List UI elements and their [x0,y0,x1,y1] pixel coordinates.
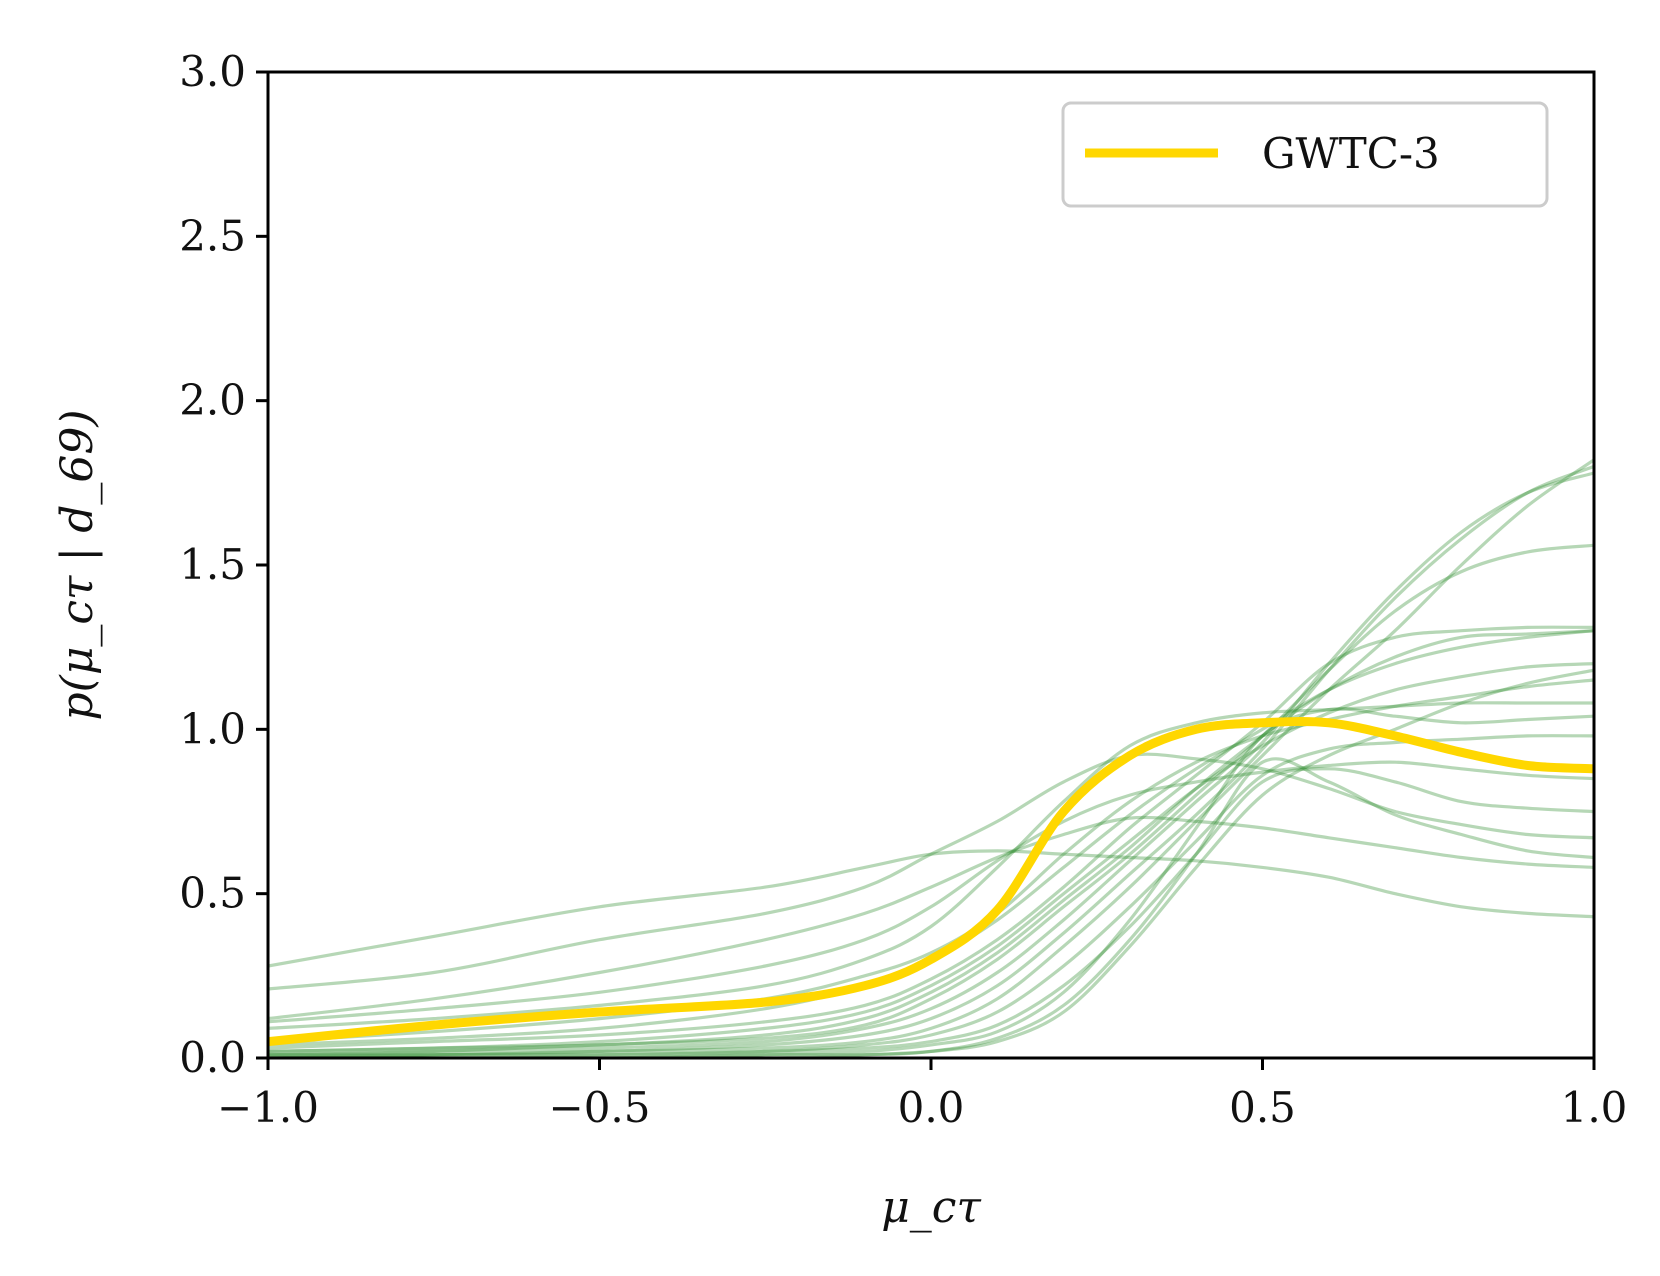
series-line-draw-6 [268,678,1594,1044]
series-line-draw-13 [268,464,1594,1057]
legend-label-gwtc3: GWTC-3 [1262,129,1440,178]
x-tick-label: 1.0 [1561,1083,1628,1132]
series-line-draw-7 [268,629,1594,1047]
series-line-draw-10 [268,629,1594,1053]
y-tick-label: 3.0 [179,47,246,96]
y-tick-label: 0.5 [179,869,246,918]
y-tick-label: 1.0 [179,704,246,753]
ticks-layer: −1.0 −0.5 0.0 0.5 1.0 0.0 0.5 1.0 1.5 2.0 2.5 3.0 [179,47,1627,1132]
series-line-draw-8 [268,625,1594,1050]
legend-box [1061,101,1549,208]
y-axis-label: p(μ_cτ | d_69) [52,409,103,720]
y-tick-label: 1.5 [179,540,246,589]
series-line-draw-19 [268,668,1594,1058]
x-axis-label: μ_cτ [881,1182,981,1233]
series-line-draw-14 [268,458,1594,1058]
x-tick-label: −0.5 [549,1083,651,1132]
series-layer [268,458,1594,1058]
series-line-draw-9 [268,662,1594,1053]
y-tick-label: 2.0 [179,376,246,425]
x-tick-label: 0.0 [898,1083,965,1132]
x-tick-label: −1.0 [217,1083,319,1132]
legend: GWTC-3 [1061,101,1549,208]
series-line-draw-2 [268,752,1594,991]
series-line-gwtc3 [268,717,1594,1047]
series-line-draw-3 [268,815,1594,1021]
y-tick-label: 2.5 [179,211,246,260]
series-line-draw-5 [268,701,1594,1030]
x-tick-label: 0.5 [1229,1083,1296,1132]
y-tick-label: 0.0 [179,1033,246,1082]
series-line-draw-11 [268,543,1594,1057]
series-line-draw-16 [268,767,1594,1058]
series-line-draw-1 [268,849,1594,968]
series-line-draw-12 [268,471,1594,1057]
